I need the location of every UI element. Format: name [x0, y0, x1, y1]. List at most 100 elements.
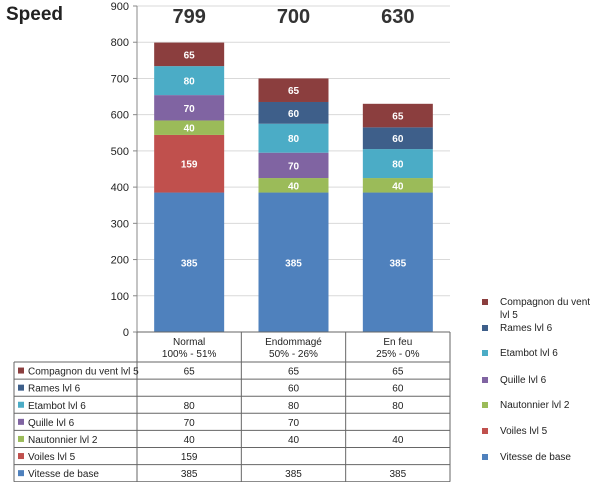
y-tick-label: 700 — [111, 73, 129, 85]
y-tick-label: 800 — [111, 37, 129, 49]
x-category-label: Endommagé — [265, 337, 322, 348]
bar-segment — [154, 95, 225, 121]
bar-segment — [154, 42, 225, 67]
bar-total: 630 — [381, 6, 415, 28]
table-cell: 65 — [288, 367, 300, 378]
x-category-label: En feu — [383, 337, 412, 348]
segment-label: 385 — [181, 258, 198, 269]
x-category-range: 100% - 51% — [162, 349, 217, 360]
legend-item: Rames lvl 6 — [482, 322, 552, 335]
legend-label: Rames lvl 6 — [500, 323, 553, 334]
x-category-range: 50% - 26% — [269, 349, 318, 360]
bar-total: 799 — [172, 6, 206, 28]
bar-segment — [258, 178, 329, 193]
table-row-label: Vitesse de base — [28, 469, 99, 480]
table-cell: 385 — [181, 469, 198, 480]
table-cell: 40 — [392, 435, 404, 446]
legend-swatch — [482, 428, 488, 434]
bar-segment — [154, 66, 225, 96]
segment-label: 70 — [184, 104, 196, 115]
table-cell: 70 — [184, 418, 196, 429]
segment-label: 40 — [288, 181, 300, 192]
table-row-label: Etambot lvl 6 — [28, 401, 86, 412]
legend-swatch — [482, 454, 488, 460]
y-tick-label: 200 — [111, 255, 129, 267]
table-cell: 385 — [285, 469, 302, 480]
segment-label: 60 — [288, 109, 300, 120]
bar-segment — [362, 192, 433, 332]
bar-total: 700 — [276, 6, 311, 28]
legend-label: Quille lvl 6 — [500, 375, 547, 386]
table-cell: 40 — [184, 435, 196, 446]
table-legend-key — [18, 470, 24, 477]
table-row-label: Rames lvl 6 — [28, 384, 81, 395]
table-cell: 70 — [288, 418, 300, 429]
bar-segment — [362, 103, 433, 128]
segment-label: 80 — [288, 134, 300, 145]
bar-segment — [154, 134, 225, 193]
y-tick-label: 100 — [111, 291, 129, 303]
bar-segment — [362, 178, 433, 193]
y-tick-label: 0 — [123, 327, 129, 339]
legend-swatch — [482, 350, 488, 356]
table-legend-key — [18, 401, 24, 408]
legend-swatch — [482, 402, 488, 408]
table-cell: 80 — [392, 401, 404, 412]
table-cell: 159 — [181, 452, 198, 463]
segment-label: 40 — [392, 181, 404, 192]
table-legend-key — [18, 453, 24, 460]
legend-swatch — [482, 299, 488, 305]
bar-segment — [258, 101, 329, 124]
table-cell: 385 — [389, 469, 406, 480]
legend-label: Vitesse de base — [500, 452, 571, 463]
legend-label: Voiles lvl 5 — [500, 426, 548, 437]
legend-item: Vitesse de base — [482, 451, 571, 464]
table-legend-key — [18, 384, 24, 391]
bar-segment — [154, 192, 225, 332]
x-category-label: Normal — [173, 337, 205, 348]
legend-item: Etambot lvl 6 — [482, 347, 558, 360]
segment-label: 70 — [288, 161, 300, 172]
table-row-label: Compagnon du vent lvl 5 — [28, 367, 139, 378]
y-tick-label: 500 — [111, 146, 129, 158]
segment-label: 80 — [392, 160, 404, 171]
table-row-label: Quille lvl 6 — [28, 418, 75, 429]
table-cell: 60 — [392, 384, 404, 395]
segment-label: 60 — [392, 134, 404, 145]
legend-swatch — [482, 325, 488, 331]
legend-item: Nautonnier lvl 2 — [482, 399, 569, 412]
table-row-label: Voiles lvl 5 — [28, 452, 76, 463]
y-tick-label: 300 — [111, 218, 129, 230]
bar-segment — [258, 152, 329, 179]
table-cell: 80 — [184, 401, 196, 412]
bar-segment — [154, 120, 225, 135]
bar-segment — [258, 192, 329, 332]
legend-item: Quille lvl 6 — [482, 374, 546, 387]
bar-segment — [258, 123, 329, 153]
legend-swatch — [482, 377, 488, 383]
y-tick-label: 400 — [111, 182, 129, 194]
segment-label: 385 — [389, 258, 406, 269]
table-cell: 80 — [288, 401, 300, 412]
table-cell: 65 — [392, 367, 404, 378]
segment-label: 65 — [288, 86, 300, 97]
legend-item: Voiles lvl 5 — [482, 425, 547, 438]
segment-label: 65 — [184, 50, 196, 61]
table-legend-key — [18, 435, 24, 442]
table-legend-key — [18, 367, 24, 374]
segment-label: 385 — [285, 258, 302, 269]
legend-label: Compagnon du vent lvl 5 — [500, 297, 591, 321]
table-row-label: Nautonnier lvl 2 — [28, 435, 98, 446]
bar-segment — [362, 149, 433, 179]
bar-segment — [258, 78, 329, 102]
y-tick-label: 600 — [111, 110, 129, 122]
segment-label: 159 — [181, 160, 198, 171]
bar-segment — [362, 127, 433, 150]
legend-label: Nautonnier lvl 2 — [500, 400, 570, 411]
table-legend-key — [18, 418, 24, 425]
segment-label: 65 — [392, 112, 404, 123]
chart-title: Speed — [6, 4, 64, 25]
table-cell: 65 — [184, 367, 196, 378]
legend-label: Etambot lvl 6 — [500, 348, 558, 359]
